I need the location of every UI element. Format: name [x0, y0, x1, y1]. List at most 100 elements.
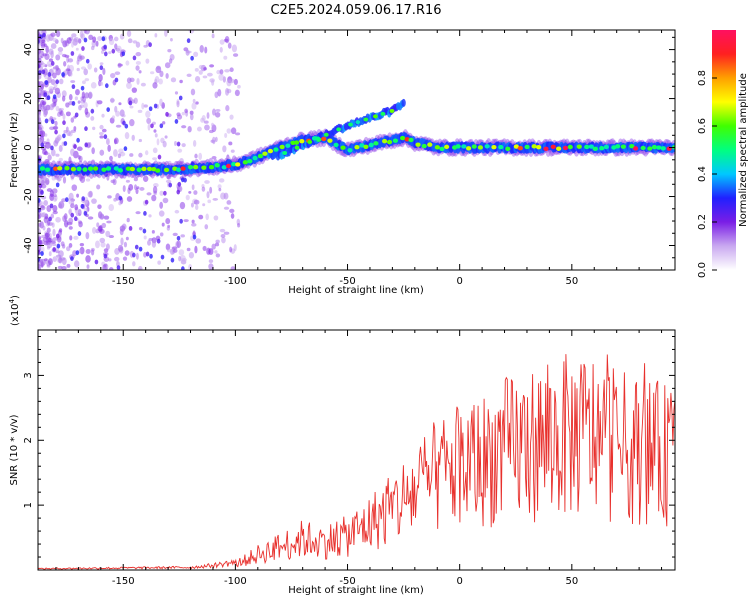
spectrogram-cell [58, 157, 63, 162]
spectrogram-heatmap [38, 30, 675, 270]
spectrogram-cell [214, 163, 220, 168]
spectrogram-cell [84, 196, 89, 205]
spectrogram-cell [38, 198, 41, 203]
spectrogram-cell [176, 100, 180, 108]
spectrogram-cell [43, 200, 49, 206]
spectrogram-cell [127, 38, 133, 44]
spectrogram-cell [147, 239, 152, 246]
spectrogram-cell [180, 234, 185, 238]
colorbar-gradient [712, 30, 736, 270]
spectrogram-cell [103, 44, 107, 50]
spectrogram-cell [74, 204, 79, 211]
spectrogram-cell [193, 199, 200, 205]
spectrogram-cell [57, 166, 63, 171]
spectrogram-cell [204, 124, 210, 131]
spectrogram-cell [52, 86, 56, 90]
spectrogram-cell [52, 256, 57, 263]
spectrogram-cell [52, 94, 57, 100]
spectrogram-cell [46, 60, 52, 67]
spectrogram-cell [333, 142, 339, 148]
spectrogram-cell [135, 211, 141, 215]
spectrogram-cell [198, 70, 203, 75]
snr-plot-area [38, 330, 675, 570]
spectrogram-cell [202, 245, 207, 252]
spectrogram-cell [183, 177, 187, 183]
spectrogram-cell [60, 109, 64, 117]
spectrogram-cell [58, 51, 63, 56]
spectrogram-cell [505, 146, 511, 152]
spectrogram-cell [54, 65, 59, 70]
spectrogram-cell [62, 40, 68, 48]
spectrogram-cell [340, 145, 346, 150]
spectrogram-cell [118, 195, 123, 201]
snr-frame [37, 329, 676, 571]
spectrogram-cell [174, 140, 177, 146]
spectrogram-cell [174, 209, 180, 214]
spectrogram-cell [55, 182, 60, 188]
spectrogram-cell [227, 42, 232, 49]
spectrogram-cell [99, 81, 104, 86]
spectrogram-cell [90, 116, 95, 121]
spectrogram-cell [39, 130, 46, 138]
spectrogram-cell [38, 115, 41, 122]
spectrogram-cell [215, 108, 221, 112]
spectrogram-cell [123, 241, 128, 248]
colorbar-tick-label: 0.0 [697, 262, 708, 278]
spectrogram-cell [88, 92, 92, 99]
spectrogram-cell [97, 226, 103, 232]
spectrogram-cell [131, 134, 135, 141]
spectrogram-cell [133, 177, 138, 182]
spectrogram-cell [347, 148, 353, 153]
spectrogram-cell [106, 138, 110, 145]
spectrogram-cell [48, 48, 54, 55]
spectrogram-cell [70, 212, 75, 218]
spectrogram-cell [148, 106, 153, 112]
spectrogram-cell [164, 62, 171, 69]
spectrogram-cell [96, 100, 103, 105]
spectrogram-cell [108, 38, 115, 46]
spectrogram-cell [66, 130, 71, 137]
spectrogram-cell [190, 202, 194, 208]
spectrogram-cell [128, 97, 133, 102]
spectrogram-cell [191, 222, 197, 227]
spectrogram-cell [86, 264, 90, 269]
spectrogram-cell [98, 74, 103, 82]
spectrogram-cell [139, 187, 145, 191]
spectrogram-cell [208, 248, 214, 255]
spectrogram-cell [157, 260, 162, 265]
spectrogram-cell [61, 198, 67, 203]
spectrogram-cell [152, 147, 158, 154]
spectrogram-cell [75, 250, 80, 256]
spectrogram-cell [262, 151, 268, 156]
spectrogram-cell [101, 36, 106, 42]
spectrogram-cell [73, 216, 78, 222]
spectrogram-cell [170, 77, 177, 83]
spectrogram-cell [40, 180, 45, 186]
spectrogram-cell [556, 146, 562, 151]
spectrogram-cell [178, 95, 183, 101]
spectrogram-cell [119, 174, 124, 179]
spectrogram-cell [208, 263, 214, 270]
spectrogram-cell [40, 142, 45, 148]
spectrogram-cell [81, 80, 86, 85]
x-tick-label: -100 [224, 576, 247, 587]
spectrogram-cell [174, 91, 179, 95]
spectrogram-cell [323, 132, 329, 137]
spectrogram-cell [114, 77, 119, 83]
spectrogram-cell [135, 51, 142, 57]
spectrogram-cell [206, 112, 210, 119]
spectrogram-cell [444, 144, 450, 150]
spectrogram-cell [629, 144, 635, 149]
spectrogram-cell [68, 64, 75, 73]
spectrogram-y-label: Frequency (Hz) [9, 112, 20, 188]
spectrogram-cell [125, 166, 131, 171]
spectrogram-cell [52, 125, 59, 130]
spectrogram-cell [131, 87, 138, 93]
spectrogram-cell [110, 73, 116, 79]
spectrogram-cell [142, 175, 149, 182]
spectrogram-cell [189, 110, 194, 115]
spectrogram-cell [145, 58, 150, 64]
spectrogram-cell [285, 143, 291, 148]
spectrogram-cell [95, 40, 99, 47]
spectrogram-cell [175, 167, 182, 172]
